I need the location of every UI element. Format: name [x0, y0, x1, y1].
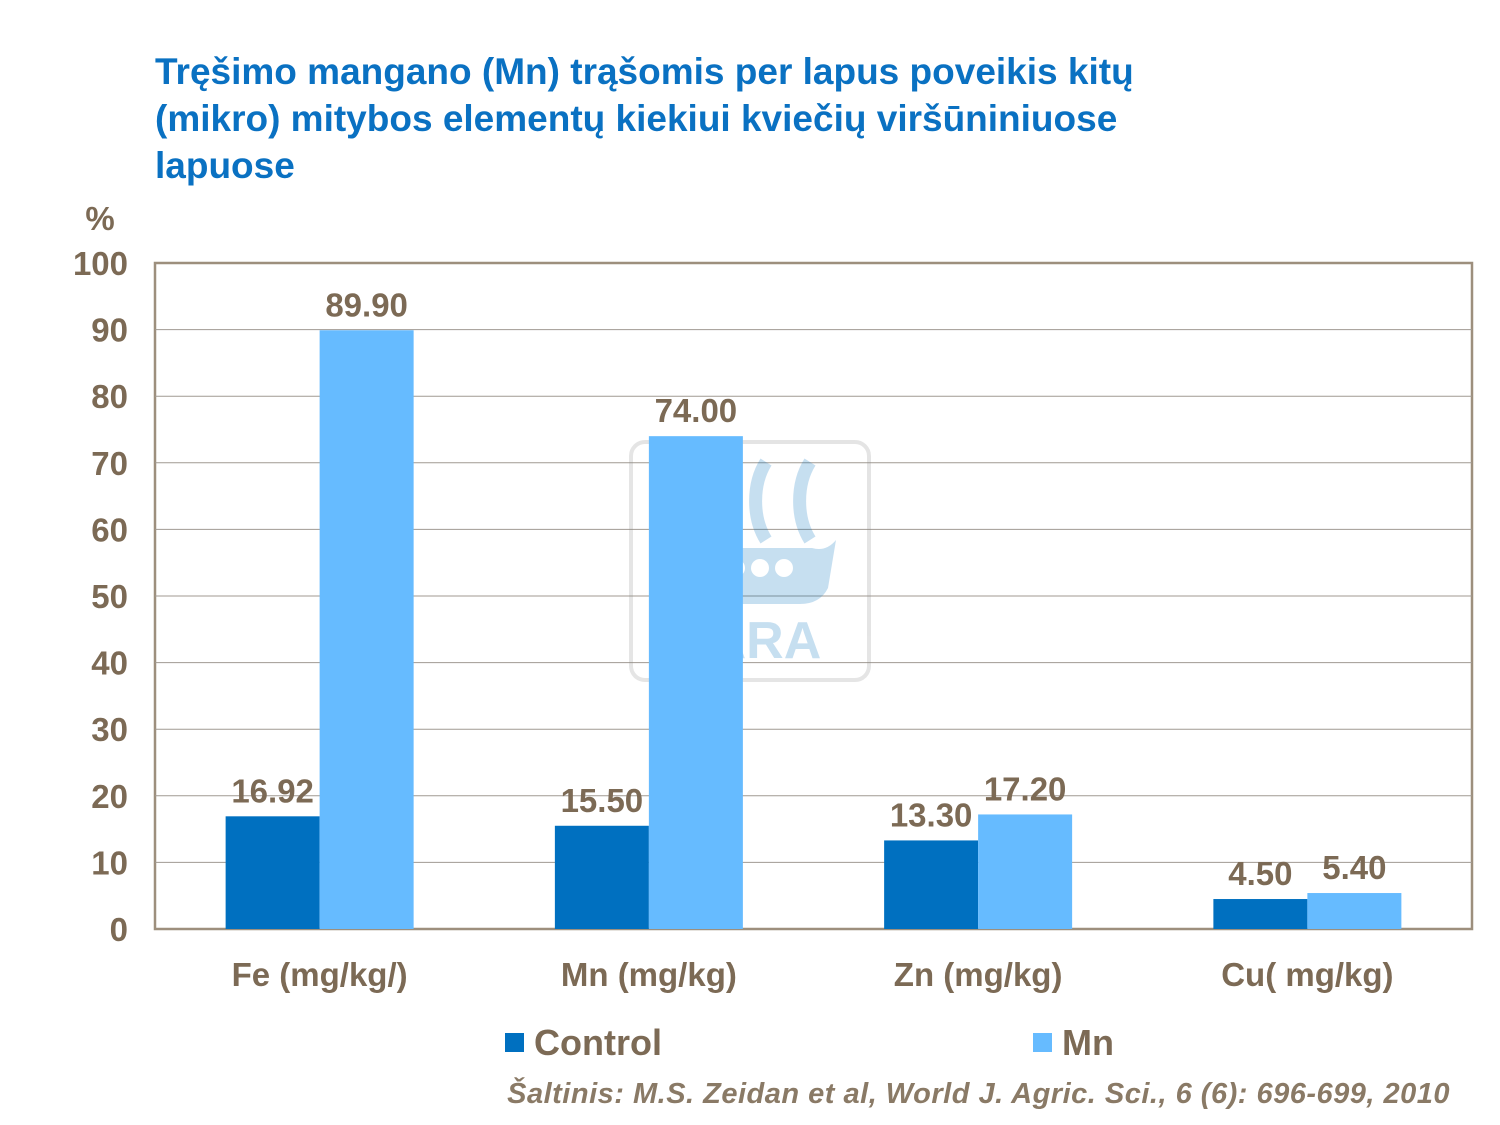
chart-title: Tręšimo mangano (Mn) trąšomis per lapus … [155, 48, 1355, 189]
data-label: 16.92 [231, 772, 314, 809]
bar-control [554, 825, 649, 929]
y-tick-label: 20 [91, 778, 128, 815]
bar-mn [978, 814, 1073, 929]
data-label: 89.90 [325, 286, 408, 323]
y-tick-label: 90 [91, 312, 128, 349]
bar-mn [648, 436, 743, 929]
x-tick-label: Mn (mg/kg) [561, 956, 737, 993]
bar-control [884, 840, 979, 929]
bar-control [225, 816, 320, 929]
y-tick-label: 10 [91, 844, 128, 881]
bar-control [1213, 899, 1308, 929]
legend-swatch-control [505, 1033, 524, 1052]
y-tick-label: 80 [91, 378, 128, 415]
x-tick-label: Fe (mg/kg/) [232, 956, 408, 993]
data-label: 5.40 [1322, 849, 1386, 886]
legend-label: Control [534, 1022, 662, 1063]
data-label: 4.50 [1228, 855, 1292, 892]
y-tick-label: 30 [91, 711, 128, 748]
source-citation: Šaltinis: M.S. Zeidan et al, World J. Ag… [507, 1078, 1450, 1110]
y-tick-label: 100 [73, 245, 128, 282]
y-tick-label: 50 [91, 578, 128, 615]
legend-label: Mn [1062, 1022, 1114, 1063]
title-line: lapuose [155, 145, 295, 186]
y-tick-label: 40 [91, 645, 128, 682]
y-tick-label: 60 [91, 511, 128, 548]
title-line: Tręšimo mangano (Mn) trąšomis per lapus … [155, 51, 1134, 92]
x-tick-label: Zn (mg/kg) [894, 956, 1063, 993]
data-label: 15.50 [561, 782, 644, 819]
data-label: 17.20 [984, 770, 1067, 807]
title-line: (mikro) mitybos elementų kiekiui kviečių… [155, 98, 1118, 139]
data-label: 13.30 [890, 796, 973, 833]
y-tick-label: 0 [110, 911, 128, 948]
y-axis-label: % [85, 200, 114, 237]
legend-swatch-mn [1033, 1033, 1052, 1052]
bar-mn [1307, 893, 1402, 929]
x-tick-label: Cu( mg/kg) [1221, 956, 1393, 993]
data-label: 74.00 [655, 392, 738, 429]
y-tick-label: 70 [91, 445, 128, 482]
bar-mn [319, 330, 414, 929]
